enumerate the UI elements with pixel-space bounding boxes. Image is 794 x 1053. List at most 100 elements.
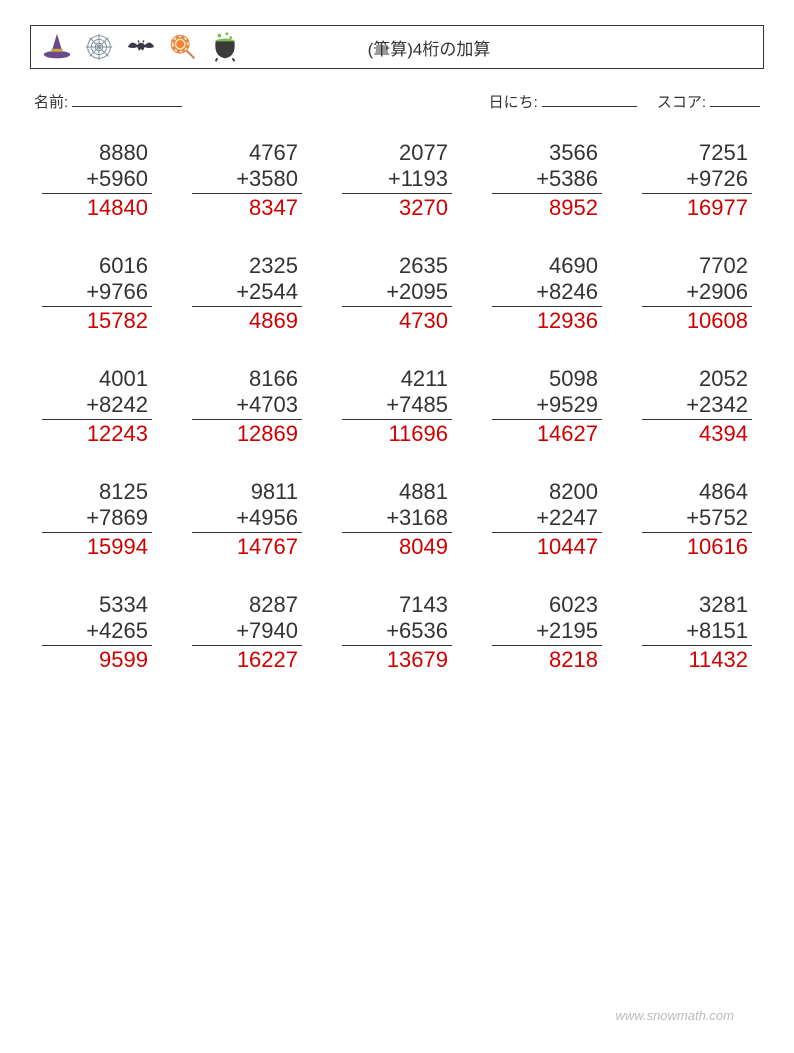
problem-addend: +2342 bbox=[642, 392, 752, 420]
problem-answer: 8218 bbox=[549, 646, 602, 673]
cauldron-icon bbox=[207, 29, 243, 65]
problem-addend: +8246 bbox=[492, 279, 602, 307]
problem-answer: 10608 bbox=[687, 307, 752, 334]
problem-top: 8880 bbox=[99, 140, 152, 166]
problem-addend: +2195 bbox=[492, 618, 602, 646]
problem: 7251+972616977 bbox=[642, 140, 752, 221]
problem-answer: 11696 bbox=[388, 420, 452, 447]
problem: 2077+11933270 bbox=[342, 140, 452, 221]
problem: 8125+786915994 bbox=[42, 479, 152, 560]
problem-answer: 10447 bbox=[537, 533, 602, 560]
problem-top: 4690 bbox=[549, 253, 602, 279]
problem-addend: +5386 bbox=[492, 166, 602, 194]
problem-top: 9811 bbox=[251, 479, 302, 505]
problem: 2052+23424394 bbox=[642, 366, 752, 447]
problem: 4690+824612936 bbox=[492, 253, 602, 334]
problem-addend: +6536 bbox=[342, 618, 452, 646]
problem-answer: 8952 bbox=[549, 194, 602, 221]
problem-answer: 3270 bbox=[399, 194, 452, 221]
problem: 8166+470312869 bbox=[192, 366, 302, 447]
problem: 3281+815111432 bbox=[642, 592, 752, 673]
problem: 8880+596014840 bbox=[42, 140, 152, 221]
problem-top: 4001 bbox=[99, 366, 152, 392]
problem-top: 2077 bbox=[399, 140, 452, 166]
problem-addend: +9766 bbox=[42, 279, 152, 307]
problem: 4211+748511696 bbox=[342, 366, 452, 447]
problem-answer: 12936 bbox=[537, 307, 602, 334]
problem-addend: +2095 bbox=[342, 279, 452, 307]
problem-top: 4767 bbox=[249, 140, 302, 166]
footer-url: www.snowmath.com bbox=[616, 1008, 734, 1023]
problem: 4001+824212243 bbox=[42, 366, 152, 447]
problem-top: 7143 bbox=[399, 592, 452, 618]
problem-answer: 16227 bbox=[237, 646, 302, 673]
spider-web-icon bbox=[81, 29, 117, 65]
problem-answer: 14627 bbox=[537, 420, 602, 447]
problem: 6023+21958218 bbox=[492, 592, 602, 673]
problem: 5098+952914627 bbox=[492, 366, 602, 447]
problem: 4767+35808347 bbox=[192, 140, 302, 221]
icons-group bbox=[39, 29, 243, 65]
problem: 5334+42659599 bbox=[42, 592, 152, 673]
bat-icon bbox=[123, 29, 159, 65]
problem-addend: +7869 bbox=[42, 505, 152, 533]
problem: 4881+31688049 bbox=[342, 479, 452, 560]
info-row: 名前: 日にち: スコア: bbox=[30, 91, 764, 112]
problem-addend: +1193 bbox=[342, 166, 452, 194]
problem: 7702+290610608 bbox=[642, 253, 752, 334]
problem-top: 2052 bbox=[699, 366, 752, 392]
problem: 2325+25444869 bbox=[192, 253, 302, 334]
problem-top: 8166 bbox=[249, 366, 302, 392]
problem-addend: +4956 bbox=[192, 505, 302, 533]
problem-answer: 11432 bbox=[688, 646, 752, 673]
problem-addend: +4703 bbox=[192, 392, 302, 420]
name-label: 名前: bbox=[34, 91, 68, 112]
problem-top: 3566 bbox=[549, 140, 602, 166]
problem-addend: +5960 bbox=[42, 166, 152, 194]
name-blank bbox=[72, 106, 182, 107]
problem-top: 5098 bbox=[549, 366, 602, 392]
problem-addend: +7485 bbox=[342, 392, 452, 420]
problem-addend: +9529 bbox=[492, 392, 602, 420]
problem-top: 5334 bbox=[99, 592, 152, 618]
problem: 9811+495614767 bbox=[192, 479, 302, 560]
problem-addend: +8242 bbox=[42, 392, 152, 420]
problem-top: 7251 bbox=[699, 140, 752, 166]
problem-addend: +2544 bbox=[192, 279, 302, 307]
problem: 8287+794016227 bbox=[192, 592, 302, 673]
problem-top: 7702 bbox=[699, 253, 752, 279]
witch-hat-icon bbox=[39, 29, 75, 65]
problem-addend: +8151 bbox=[642, 618, 752, 646]
problem-top: 2325 bbox=[249, 253, 302, 279]
problem-answer: 4394 bbox=[699, 420, 752, 447]
problem-answer: 8347 bbox=[249, 194, 302, 221]
problem-top: 8125 bbox=[99, 479, 152, 505]
problem-answer: 10616 bbox=[687, 533, 752, 560]
problem-addend: +9726 bbox=[642, 166, 752, 194]
problem-top: 2635 bbox=[399, 253, 452, 279]
problem: 6016+976615782 bbox=[42, 253, 152, 334]
problem-answer: 13679 bbox=[387, 646, 452, 673]
problem-answer: 4869 bbox=[249, 307, 302, 334]
problem: 3566+53868952 bbox=[492, 140, 602, 221]
problem-answer: 15782 bbox=[87, 307, 152, 334]
problem-answer: 12243 bbox=[87, 420, 152, 447]
problem-addend: +4265 bbox=[42, 618, 152, 646]
problem-addend: +5752 bbox=[642, 505, 752, 533]
problem: 4864+575210616 bbox=[642, 479, 752, 560]
problem-answer: 12869 bbox=[237, 420, 302, 447]
problem-addend: +3168 bbox=[342, 505, 452, 533]
lollipop-icon bbox=[165, 29, 201, 65]
problem: 7143+653613679 bbox=[342, 592, 452, 673]
problem-addend: +3580 bbox=[192, 166, 302, 194]
problem-top: 4211 bbox=[401, 366, 452, 392]
problem-top: 6016 bbox=[99, 253, 152, 279]
problem-addend: +2906 bbox=[642, 279, 752, 307]
worksheet-title: (筆算)4桁の加算 bbox=[243, 35, 755, 60]
problem-answer: 8049 bbox=[399, 533, 452, 560]
date-field: 日にち: bbox=[489, 91, 637, 112]
problem-answer: 14840 bbox=[87, 194, 152, 221]
problem-answer: 9599 bbox=[99, 646, 152, 673]
score-blank bbox=[710, 106, 760, 107]
header-box: (筆算)4桁の加算 bbox=[30, 25, 764, 69]
